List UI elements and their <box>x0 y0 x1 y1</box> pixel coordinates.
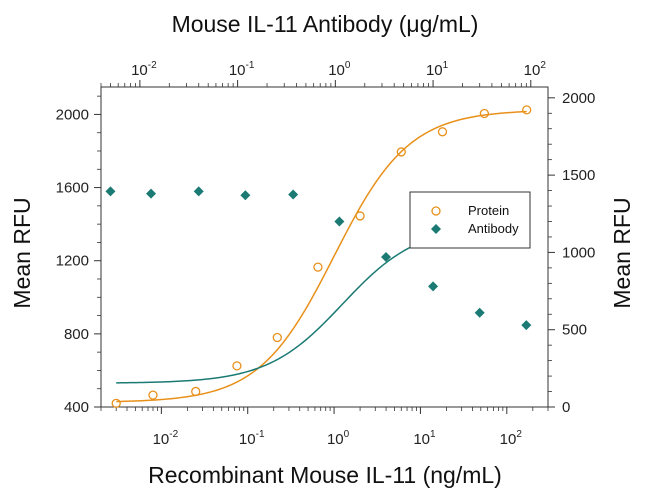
top-x-axis: 10-2 10-1 100 101 102 <box>100 60 547 87</box>
left-tick-label: 1600 <box>56 180 89 197</box>
protein-fit-curve <box>116 110 527 403</box>
bottom-x-axis: 10-2 10-1 100 101 102 <box>100 407 549 448</box>
antibody-point <box>193 186 204 197</box>
antibody-point <box>428 281 439 292</box>
left-tick-label: 400 <box>64 399 89 416</box>
antibody-point <box>334 216 345 227</box>
right-tick-label: 2000 <box>562 90 595 107</box>
protein-point <box>272 332 282 343</box>
right-y-axis: 0 500 1000 1500 2000 <box>548 90 595 416</box>
antibody-point <box>240 190 251 201</box>
protein-point <box>522 105 532 115</box>
antibody-point <box>521 320 532 331</box>
protein-point <box>396 147 406 157</box>
antibody-point <box>288 189 299 200</box>
bottom-tick-label: 102 <box>500 429 523 448</box>
legend-protein-marker <box>431 206 441 216</box>
top-tick-label: 102 <box>524 60 547 79</box>
right-tick-label: 1500 <box>562 167 595 184</box>
protein-point <box>148 390 158 400</box>
right-axis-title: Mean RFU <box>609 197 635 308</box>
top-tick-label: 10-1 <box>229 60 255 79</box>
bottom-tick-label: 10-1 <box>239 429 265 448</box>
plot-frame <box>100 86 549 408</box>
left-axis-title: Mean RFU <box>9 197 35 308</box>
bottom-axis-title: Recombinant Mouse IL-11 (ng/mL) <box>148 462 502 488</box>
legend-protein-label: Protein <box>468 203 509 218</box>
left-tick-label: 800 <box>64 326 89 343</box>
antibody-point <box>381 252 392 263</box>
antibody-point <box>105 186 116 197</box>
bottom-tick-label: 10-2 <box>153 429 179 448</box>
protein-point <box>355 211 365 221</box>
bottom-tick-label: 100 <box>327 429 350 448</box>
protein-point <box>232 361 242 371</box>
left-tick-label: 1200 <box>56 253 89 270</box>
right-tick-label: 500 <box>562 322 587 339</box>
protein-point <box>111 398 121 408</box>
top-tick-label: 100 <box>328 60 351 79</box>
protein-point <box>479 108 490 119</box>
protein-point <box>437 127 448 137</box>
legend-antibody-marker <box>431 224 441 234</box>
bottom-tick-label: 101 <box>413 429 436 448</box>
protein-point <box>313 262 323 272</box>
protein-point <box>191 386 201 397</box>
top-tick-label: 101 <box>426 60 449 79</box>
antibody-point <box>474 307 485 318</box>
legend-antibody-label: Antibody <box>468 221 519 236</box>
right-tick-label: 0 <box>562 399 570 416</box>
legend: Protein Antibody <box>409 191 531 249</box>
antibody-point <box>146 188 157 199</box>
top-axis-title: Mouse IL-11 Antibody (μg/mL) <box>172 11 479 37</box>
top-tick-label: 10-2 <box>131 60 157 79</box>
data-points <box>105 105 532 408</box>
legend-box <box>409 191 531 249</box>
antibody-fit-curve <box>116 225 527 384</box>
left-y-axis: 400 800 1200 1600 2000 <box>56 95 101 416</box>
fit-curves <box>116 110 527 403</box>
left-tick-label: 2000 <box>56 106 89 123</box>
right-tick-label: 1000 <box>562 244 595 261</box>
